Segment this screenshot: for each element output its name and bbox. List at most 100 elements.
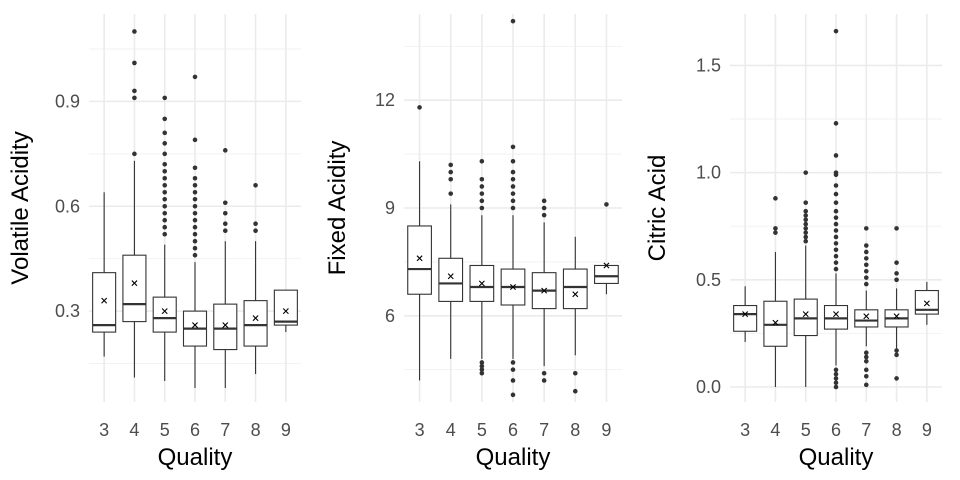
outlier-point	[162, 224, 168, 230]
y-axis-title: Volatile Acidity	[7, 131, 34, 284]
outlier-point	[833, 121, 839, 126]
outlier-point	[162, 151, 168, 157]
outlier-point	[162, 210, 168, 216]
mean-marker	[802, 311, 809, 318]
outlier-point	[192, 175, 198, 181]
outlier-point	[541, 205, 547, 211]
box-iqr	[594, 264, 619, 284]
x-tick-label: 4	[129, 420, 139, 440]
outlier-point	[222, 210, 228, 216]
outlier-point	[604, 202, 609, 207]
outlier-point	[510, 378, 516, 383]
outlier-point	[863, 249, 869, 255]
outlier-point	[510, 18, 516, 24]
box-iqr	[152, 296, 177, 333]
outlier-point	[192, 203, 198, 209]
box-quality-8	[562, 236, 588, 394]
outlier-point	[863, 243, 869, 248]
outlier-point	[132, 95, 137, 101]
outlier-point	[479, 360, 485, 365]
outlier-point	[833, 384, 839, 390]
mean-marker	[131, 280, 138, 287]
outlier-point	[803, 234, 809, 240]
outlier-point	[192, 245, 198, 251]
outlier-point	[833, 266, 839, 272]
outlier-point	[773, 226, 778, 231]
outlier-point	[894, 260, 899, 265]
outlier-point	[162, 130, 168, 136]
y-tick-label: 9	[385, 198, 395, 218]
y-tick-label: 0.9	[55, 91, 80, 111]
outlier-point	[479, 198, 485, 204]
outlier-point	[162, 175, 168, 181]
outlier-point	[253, 228, 258, 234]
box-quality-7	[854, 226, 879, 388]
y-tick-label: 1.5	[696, 55, 721, 75]
outlier-point	[894, 277, 899, 283]
box-iqr	[122, 254, 147, 323]
outlier-point	[192, 217, 198, 223]
outlier-point	[863, 256, 869, 261]
outlier-point	[132, 88, 137, 94]
outlier-point	[510, 169, 516, 175]
box-iqr	[92, 272, 117, 333]
x-tick-label: 9	[281, 420, 291, 440]
outlier-point	[803, 226, 809, 231]
x-axis-title: Quality	[476, 444, 551, 471]
outlier-point	[833, 228, 839, 233]
box-quality-4	[122, 29, 147, 378]
outlier-point	[833, 247, 839, 253]
outlier-point	[448, 191, 454, 196]
box-quality-8	[243, 182, 268, 375]
outlier-point	[162, 189, 168, 195]
outlier-point	[863, 358, 869, 364]
mean-marker	[478, 280, 485, 287]
x-tick-label: 5	[160, 420, 170, 440]
outlier-point	[162, 116, 168, 122]
outlier-point	[192, 74, 198, 80]
outlier-point	[803, 170, 809, 175]
box-quality-6	[823, 28, 849, 390]
outlier-point	[833, 221, 839, 227]
box-iqr	[914, 289, 939, 315]
outlier-point	[192, 252, 198, 258]
outlier-point	[833, 208, 839, 214]
outlier-point	[833, 376, 839, 381]
box-quality-7	[213, 148, 238, 389]
outlier-point	[222, 148, 228, 153]
box-quality-6	[500, 18, 526, 398]
y-tick-label: 0.6	[55, 196, 80, 216]
outlier-point	[479, 205, 485, 211]
box-quality-5	[152, 95, 177, 382]
outlier-point	[510, 191, 516, 196]
outlier-point	[510, 184, 516, 189]
mean-marker	[572, 291, 579, 298]
mean-marker	[282, 308, 289, 315]
outlier-point	[162, 203, 168, 209]
x-tick-label: 8	[892, 420, 902, 440]
outlier-point	[448, 169, 454, 175]
box-iqr	[273, 289, 298, 326]
outlier-point	[803, 217, 809, 223]
outlier-point	[479, 158, 485, 164]
mean-marker	[161, 308, 168, 315]
outlier-point	[833, 170, 839, 175]
x-tick-label: 7	[539, 420, 549, 440]
x-tick-label: 7	[861, 420, 871, 440]
mean-marker	[742, 311, 749, 318]
panel-1: 0.3 0.6 0.9 3 4 5 6 7 8 9 Quality Volatile Acidity	[7, 14, 301, 471]
outlier-point	[541, 212, 547, 218]
outlier-point	[162, 95, 168, 101]
outlier-point	[803, 221, 809, 227]
y-tick-label: 0.3	[55, 301, 80, 321]
outlier-point	[132, 29, 137, 34]
x-tick-label: 5	[477, 420, 487, 440]
box-iqr	[562, 268, 588, 310]
outlier-point	[863, 354, 869, 360]
outlier-point	[132, 60, 137, 66]
outlier-point	[833, 200, 839, 205]
outlier-point	[162, 168, 168, 174]
y-axis-title: Fixed Acidity	[324, 141, 351, 276]
x-axis-title: Quality	[158, 444, 233, 471]
outlier-point	[833, 191, 839, 197]
